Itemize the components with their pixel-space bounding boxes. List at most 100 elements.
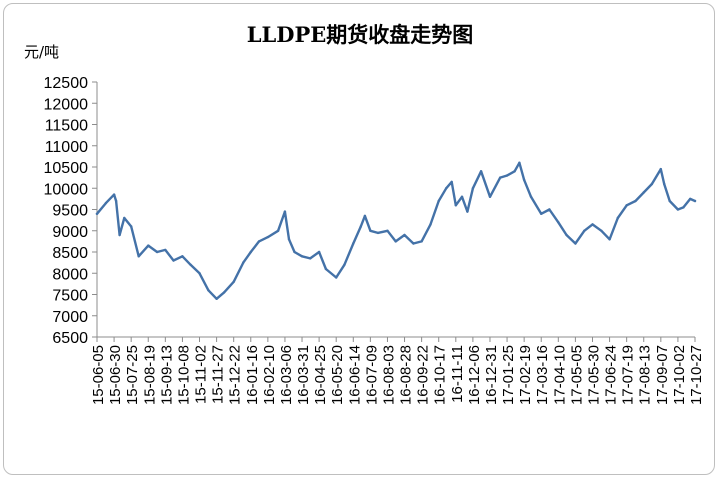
data-point xyxy=(386,229,389,232)
data-point xyxy=(118,233,121,237)
y-tick-label: 7000 xyxy=(52,309,88,326)
y-axis: 6500 7000 7500 8000 8500 9000 9500 10000 10500 11… xyxy=(44,75,98,347)
x-tick-label: 17-05-30 xyxy=(585,345,602,405)
data-point xyxy=(363,214,367,218)
data-point xyxy=(522,178,526,181)
data-point xyxy=(114,199,118,203)
data-point xyxy=(548,208,551,211)
data-point xyxy=(505,174,509,177)
data-point xyxy=(650,182,654,186)
data-point xyxy=(359,225,362,228)
x-tick-label: 15-10-08 xyxy=(175,345,192,405)
data-point xyxy=(625,204,628,207)
x-tick-label: 16-02-10 xyxy=(261,345,278,405)
data-point xyxy=(232,280,235,283)
data-point xyxy=(155,250,159,254)
y-tick-label: 8500 xyxy=(52,245,88,262)
x-tick-label: 15-07-25 xyxy=(124,345,141,405)
data-point xyxy=(257,240,261,243)
x-tick-label: 15-09-13 xyxy=(158,345,175,405)
data-point xyxy=(130,225,133,228)
chart-frame xyxy=(3,3,715,475)
data-point xyxy=(276,229,280,232)
x-tick-label: 15-11-27 xyxy=(210,345,227,404)
data-point xyxy=(460,195,464,198)
data-point xyxy=(574,242,577,245)
data-point xyxy=(198,272,201,275)
y-tick-label: 7500 xyxy=(52,288,88,305)
data-point xyxy=(540,212,543,215)
data-point xyxy=(207,289,210,292)
x-tick-label: 17-10-02 xyxy=(671,345,688,405)
data-point xyxy=(95,212,99,215)
y-tick-label: 6500 xyxy=(52,330,88,347)
data-point xyxy=(454,204,457,207)
data-point xyxy=(222,291,226,294)
data-point xyxy=(466,210,469,213)
data-point xyxy=(369,229,372,232)
data-point xyxy=(324,267,328,271)
data-point xyxy=(642,191,645,194)
data-point xyxy=(557,221,560,224)
y-tick-label: 9500 xyxy=(52,203,88,220)
x-tick-label: 16-03-31 xyxy=(295,345,312,405)
x-tick-label: 17-01-25 xyxy=(500,345,517,405)
y-tick-label: 12000 xyxy=(44,96,89,113)
data-point xyxy=(488,195,492,198)
x-tick-label: 15-12-22 xyxy=(227,345,244,405)
data-point xyxy=(293,250,296,254)
x-tick-label: 17-10-27 xyxy=(688,345,705,405)
data-point xyxy=(600,229,603,232)
data-point xyxy=(394,240,397,243)
x-tick-label: 16-11-11 xyxy=(449,345,466,403)
data-point xyxy=(565,233,568,237)
data-point xyxy=(343,263,346,266)
data-point xyxy=(112,193,116,196)
y-axis-unit: 元/吨 xyxy=(24,43,59,61)
data-point xyxy=(352,242,355,245)
data-point xyxy=(471,187,475,190)
data-point xyxy=(283,210,287,213)
x-tick-label: 16-05-20 xyxy=(329,345,346,405)
data-point xyxy=(287,238,291,241)
data-point xyxy=(663,182,666,186)
data-point xyxy=(266,235,270,239)
data-point xyxy=(104,201,108,205)
data-point xyxy=(123,216,126,220)
x-tick-label: 16-09-22 xyxy=(415,345,432,405)
x-tick-label: 17-02-19 xyxy=(517,345,534,405)
x-tick-label: 16-01-16 xyxy=(244,345,261,405)
data-point xyxy=(147,244,150,247)
x-tick-label: 15-11-02 xyxy=(193,345,210,404)
data-point xyxy=(659,167,662,171)
data-point xyxy=(137,255,140,258)
data-point xyxy=(682,206,685,209)
x-tick-label: 16-03-06 xyxy=(278,345,295,405)
x-tick-label: 15-06-30 xyxy=(107,345,124,405)
x-tick-label: 16-04-25 xyxy=(312,345,329,405)
data-point xyxy=(172,259,175,262)
data-point xyxy=(242,261,245,264)
data-point xyxy=(317,250,321,254)
data-point xyxy=(513,170,516,173)
y-tick-label: 11000 xyxy=(45,139,88,156)
x-axis: 15-06-05 15-06-30 15-07-25 15-08-19 15-09-13… xyxy=(90,336,705,405)
x-tick-label: 15-06-05 xyxy=(90,345,107,405)
data-point xyxy=(445,187,448,190)
data-point xyxy=(309,257,312,260)
data-point xyxy=(676,208,680,211)
x-tick-label: 17-04-10 xyxy=(551,345,568,405)
data-point xyxy=(429,223,432,226)
x-tick-label: 17-07-19 xyxy=(620,345,637,405)
x-tick-label: 17-08-13 xyxy=(637,345,654,405)
data-point xyxy=(335,276,338,279)
data-point xyxy=(668,199,671,203)
data-point xyxy=(689,197,692,201)
data-point xyxy=(608,238,611,241)
data-point xyxy=(181,255,184,258)
data-point xyxy=(616,216,619,220)
data-point xyxy=(499,176,502,179)
data-point xyxy=(376,231,380,235)
series-line xyxy=(95,161,697,300)
data-point xyxy=(412,242,415,245)
